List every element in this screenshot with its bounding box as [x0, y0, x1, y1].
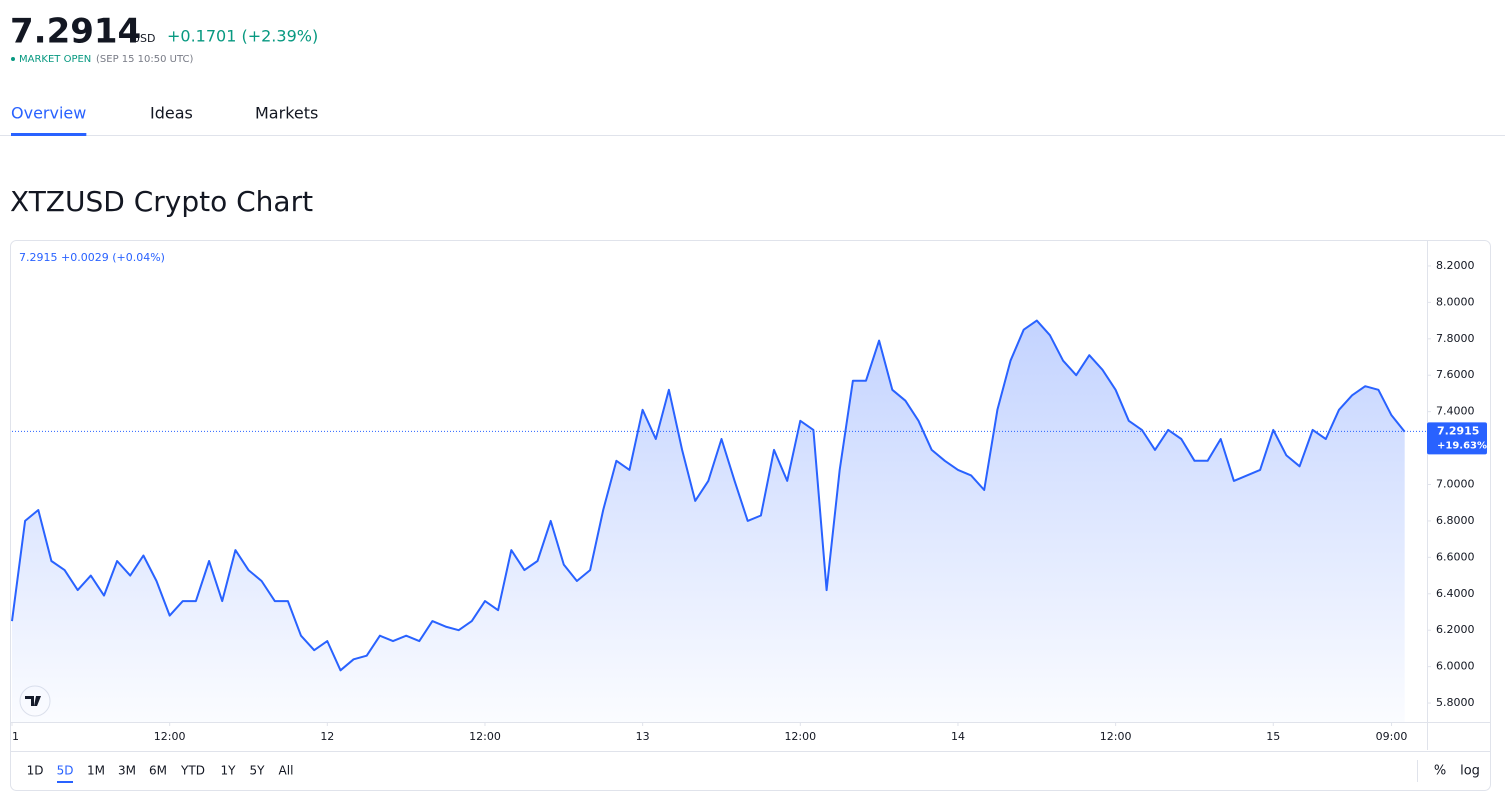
market-time: (SEP 15 10:50 UTC): [96, 54, 194, 65]
scale-button[interactable]: log: [1460, 764, 1480, 779]
y-tick-label: 7.0000: [1436, 478, 1475, 491]
market-status: MARKET OPEN: [19, 54, 91, 65]
x-tick-label: 12:00: [154, 730, 186, 743]
x-tick-label: 13: [636, 730, 650, 743]
y-tick-label: 6.0000: [1436, 660, 1475, 673]
last-price-label: 7.2915: [1437, 424, 1479, 437]
range-underline: [57, 781, 73, 783]
last-price-change: +19.63%: [1437, 440, 1487, 451]
range-button[interactable]: 1Y: [221, 764, 237, 778]
status-dot: [11, 57, 15, 61]
y-tick-label: 7.6000: [1436, 368, 1475, 381]
tab[interactable]: Ideas: [150, 104, 193, 123]
range-button[interactable]: 1M: [87, 764, 105, 778]
tabs: Overview Ideas Markets: [11, 104, 318, 136]
y-tick-label: 6.4000: [1436, 587, 1475, 600]
area: [12, 320, 1405, 722]
tab[interactable]: Overview: [11, 104, 86, 123]
y-tick-label: 6.8000: [1436, 514, 1475, 527]
y-tick-label: 8.0000: [1436, 295, 1475, 308]
tab[interactable]: Markets: [255, 104, 318, 123]
x-tick-label: 1: [12, 730, 19, 743]
y-tick-label: 7.4000: [1436, 405, 1475, 418]
y-tick-label: 5.8000: [1436, 696, 1475, 709]
range-button[interactable]: 3M: [118, 764, 136, 778]
range-button[interactable]: All: [279, 764, 294, 778]
price-line: [11, 319, 1406, 672]
x-tick-label: 12: [320, 730, 334, 743]
y-tick-label: 7.8000: [1436, 332, 1475, 345]
range-button[interactable]: 5D: [57, 764, 74, 778]
range-button[interactable]: 1D: [27, 764, 44, 778]
currency: USD: [132, 32, 156, 45]
x-tick-label: 12:00: [469, 730, 501, 743]
x-tick-label: 12:00: [784, 730, 816, 743]
tab-underline: [11, 133, 87, 136]
x-tick-label: 09:00: [1376, 730, 1408, 743]
chart-legend: 7.2915 +0.0029 (+0.04%): [19, 251, 165, 264]
range-button[interactable]: 6M: [149, 764, 167, 778]
range-button[interactable]: 5Y: [250, 764, 266, 778]
scale-button[interactable]: %: [1434, 764, 1446, 779]
toolbar: 1D 5D 1M 3M 6M YTD 1Y 5Y All% log: [27, 764, 1480, 783]
price: 7.2914: [10, 12, 141, 52]
y-tick-label: 6.6000: [1436, 550, 1475, 563]
x-tick-label: 14: [951, 730, 965, 743]
x-tick-label: 12:00: [1100, 730, 1132, 743]
y-tick-label: 6.2000: [1436, 623, 1475, 636]
range-button[interactable]: YTD: [180, 764, 205, 778]
last-price-badge: [1427, 422, 1487, 455]
x-tick-label: 15: [1266, 730, 1280, 743]
plot: 5.8000 6.0000 6.2000 6.4000 6.6000 6.8000 7.00…: [11, 259, 1487, 743]
price-change: +0.1701 (+2.39%): [167, 27, 318, 46]
y-tick-label: 8.2000: [1436, 259, 1475, 272]
section-title: XTZUSD Crypto Chart: [10, 185, 313, 218]
